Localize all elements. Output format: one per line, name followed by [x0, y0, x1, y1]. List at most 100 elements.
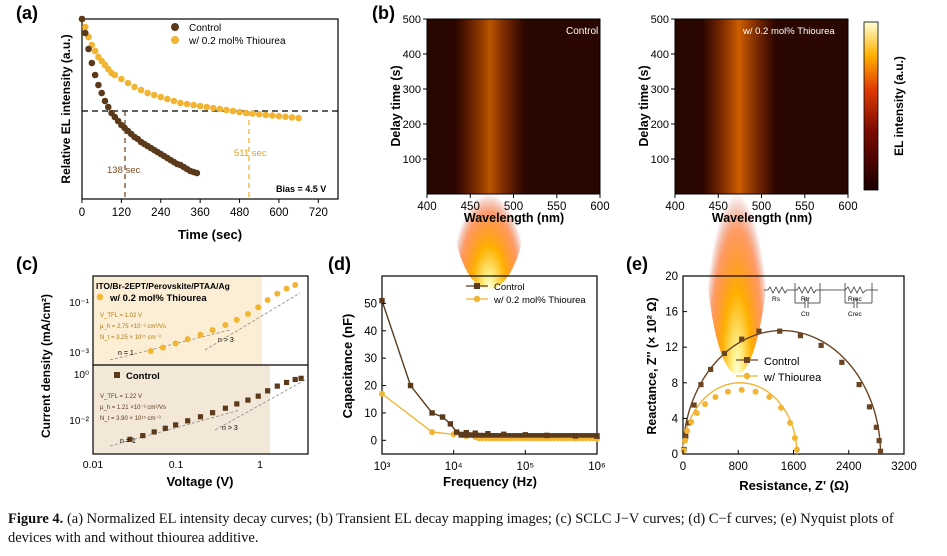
param-vtfl-bottom: V_TFL = 1.22 V [100, 394, 142, 400]
data-point-control [98, 89, 105, 97]
data-point-thiourea [282, 113, 289, 121]
plot-series [680, 328, 884, 455]
data-point-control [540, 433, 546, 438]
data-point-control [739, 336, 745, 342]
data-point-thiourea [778, 404, 785, 411]
data-point-thiourea [684, 427, 691, 434]
data-point-thiourea [738, 386, 745, 393]
data-point-control [140, 433, 146, 439]
data-point-control [756, 328, 762, 334]
data-point-thiourea [229, 107, 237, 115]
data-point-thiourea [288, 114, 296, 121]
x-tick-label: 400 [665, 201, 684, 213]
x-tick-label: 240 [151, 207, 170, 219]
x-tick-label: 400 [417, 201, 436, 213]
data-point-control [453, 429, 460, 435]
data-point-control [463, 429, 469, 436]
x-tick-label: 1600 [781, 461, 807, 473]
equivalent-circuit [764, 283, 878, 308]
data-point-control [197, 414, 204, 420]
data-point-thiourea [223, 106, 230, 114]
fit-line-top-2 [204, 292, 301, 351]
data-point-control [151, 429, 157, 435]
shade-top [93, 276, 262, 365]
data-point-control [193, 169, 201, 177]
y-tick-label: 10⁻² [69, 416, 89, 427]
x-tick-label: 2400 [836, 461, 862, 473]
y-axis-label: Reactance, Z'' (× 10² Ω) [645, 297, 659, 434]
data-point-control [465, 433, 471, 438]
x-tick-label: 0 [680, 461, 686, 473]
y-tick-label: 8 [672, 378, 678, 390]
data-point-control [548, 433, 553, 438]
y-tick-label: 300 [403, 84, 421, 96]
heatmap-thiourea: w/ 0.2 mol% Thiourea 400 450 500 550 600 100 2… [637, 14, 858, 374]
y-tick-label: 100 [403, 154, 421, 166]
panel-b-el-maps: Control 400 450 500 550 600 100 200 300 400 500 W… [389, 14, 906, 374]
legend-marker-thiourea [171, 36, 179, 44]
legend-thiourea: w/ Thiourea [763, 372, 822, 384]
fit-arc-thiourea [682, 382, 798, 455]
data-point-thiourea [712, 394, 719, 401]
data-point-thiourea [196, 102, 204, 110]
legend-marker-control [114, 372, 120, 378]
data-point-control [691, 402, 697, 408]
data-point-control [562, 433, 568, 438]
data-point-control [265, 388, 271, 394]
data-point-thiourea [147, 348, 154, 355]
x-axis-label: Frequency (Hz) [443, 474, 537, 489]
y-tick-label: 50 [364, 298, 377, 310]
x-axis-label: Time (sec) [178, 227, 242, 242]
data-point-control [569, 433, 575, 438]
y-tick-label: 4 [672, 413, 679, 425]
data-point-thiourea [680, 447, 687, 454]
y-tick-label: 40 [364, 326, 377, 338]
data-point-control [234, 401, 240, 407]
y-axis-label: Capacitance (nF) [340, 314, 355, 419]
y-tick-label: 500 [403, 14, 421, 26]
data-point-thiourea [693, 410, 700, 417]
legend-control: Control [126, 371, 160, 382]
data-point-thiourea [111, 71, 119, 79]
param-vtfl-top: V_TFL = 1.02 V [100, 313, 142, 319]
data-point-control [490, 433, 496, 438]
y-tick-label: 200 [403, 119, 421, 131]
x-tick-label: 600 [838, 201, 857, 213]
x-tick-label: 800 [729, 461, 748, 473]
y-tick-label: 500 [651, 14, 669, 26]
data-point-thiourea [118, 75, 125, 83]
control-time-label: 138 sec [107, 165, 141, 176]
data-point-thiourea [283, 285, 290, 292]
circuit-label-ctr: Ctr [801, 311, 811, 318]
bias-label: Bias = 4.5 V [276, 184, 326, 194]
legend-control: Control [764, 356, 799, 368]
data-point-control [458, 433, 464, 438]
data-point-control [447, 421, 454, 427]
y-tick-label: 10⁰ [74, 370, 89, 381]
data-point-control [472, 433, 478, 438]
y-tick-label: 12 [665, 342, 678, 354]
x-tick-label: 550 [795, 201, 814, 213]
figure-caption: Figure 4. (a) Normalized EL intensity de… [8, 510, 938, 548]
y-tick-label: 20 [665, 271, 678, 283]
heatmap-control: Control 400 450 500 550 600 100 200 300 400 500 W… [389, 14, 610, 289]
y-tick-label: 20 [364, 381, 377, 393]
axes-frame [81, 18, 339, 200]
fit-label-top-1: n = 1 [118, 350, 134, 357]
y-tick-label: 0 [371, 435, 377, 447]
data-point-control [530, 433, 535, 438]
data-point-thiourea [724, 388, 731, 395]
data-point-control [839, 359, 845, 365]
data-point-thiourea [124, 79, 132, 87]
fit-label-bottom-1: n = 1 [120, 438, 136, 445]
caption-figure-label: Figure 4. [8, 511, 64, 527]
data-point-thiourea [793, 446, 800, 453]
panel-label-c: (c) [16, 254, 38, 274]
data-point-control [101, 97, 109, 105]
x-tick-label: 10³ [374, 461, 391, 473]
data-point-control [127, 436, 133, 442]
data-point-thiourea [131, 83, 138, 91]
y-axis-label: Delay time (s) [637, 65, 651, 146]
data-point-control [292, 376, 298, 383]
figure: (a) (b) (c) (d) (e) 138 sec 511 sec Bias… [16, 3, 917, 493]
